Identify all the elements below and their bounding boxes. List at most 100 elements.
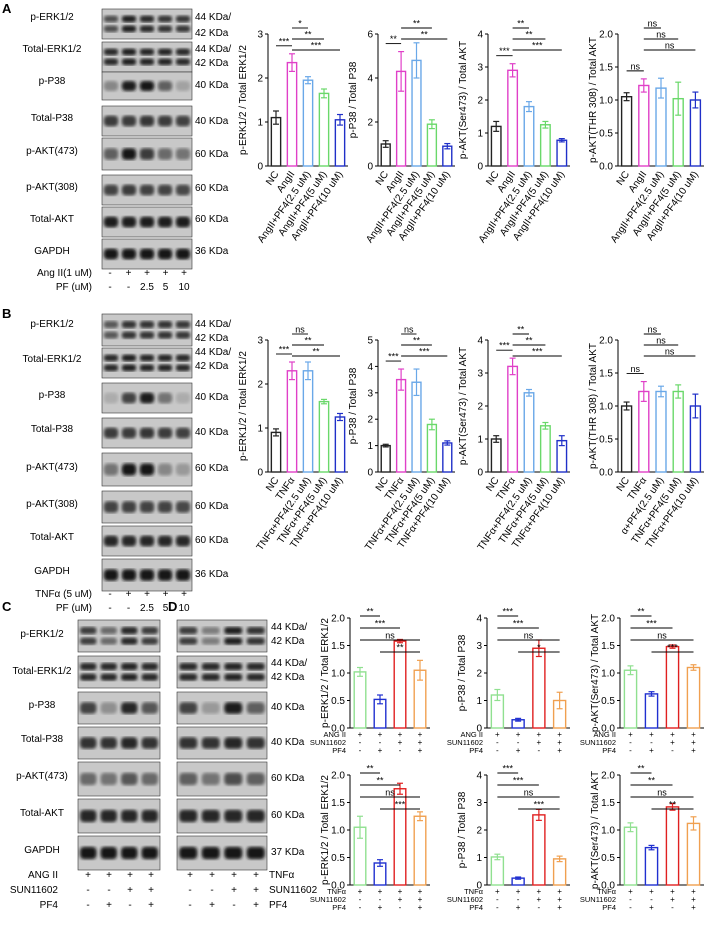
blot-label: GAPDH <box>34 566 70 577</box>
blot-frame <box>176 619 268 653</box>
y-tick-label: 0.5 <box>599 129 613 140</box>
significance-label: ** <box>413 19 421 29</box>
treatment-sign: - <box>188 900 191 911</box>
blot-band <box>80 637 97 645</box>
blot-label: Total-AKT <box>30 532 74 543</box>
significance-label: ns <box>665 41 675 51</box>
blot-band <box>157 148 173 160</box>
treatment-sign: + <box>358 887 363 896</box>
treatment-row-label: SUN11602 <box>447 738 483 747</box>
treatment-sign: + <box>418 895 423 904</box>
treatment-sign: + <box>127 870 133 881</box>
y-tick-label: 1 <box>477 435 483 446</box>
blot-band <box>246 737 265 749</box>
blot-band <box>179 702 198 714</box>
treatment-sign: 5 <box>163 282 169 293</box>
kda-label: 40 KDa <box>195 116 229 127</box>
blot-band <box>80 809 97 823</box>
significance-label: * <box>537 643 541 653</box>
significance-label: ** <box>637 607 645 617</box>
treatment-sign: + <box>418 903 423 912</box>
treatment-sign: + <box>495 887 500 896</box>
significance-label: ns <box>657 788 667 798</box>
blot-band <box>179 737 198 749</box>
treatment-signs: - + + + +- -2.5 5 10 <box>108 589 190 614</box>
blot-band <box>121 331 137 339</box>
blot-band <box>157 248 173 260</box>
blot-band <box>121 637 138 645</box>
y-tick-label: 0 <box>476 881 482 892</box>
blot-band <box>201 663 220 671</box>
bar <box>380 444 391 473</box>
significance-label: *** <box>532 347 543 357</box>
blot-band <box>121 321 137 329</box>
treatment-row-label: ANG II <box>323 730 346 739</box>
treatment-sign: - <box>496 738 499 747</box>
blot-band <box>139 15 155 23</box>
blot-band <box>246 637 265 645</box>
blot-strip <box>77 761 161 797</box>
significance-label: ns <box>665 347 675 357</box>
treatment-sign: + <box>398 730 403 739</box>
blot-label: Total-P38 <box>31 424 74 435</box>
treatment-row-label: TNFα <box>464 887 484 896</box>
blot-band <box>80 673 97 681</box>
blot-strip <box>176 761 268 797</box>
bar-chart-b4: 0.0 0.5 1.0 1.5 2.0p-AKT(THR 308) / Total AK… <box>588 325 704 550</box>
blot-band <box>139 48 155 56</box>
y-tick-label: 1.0 <box>601 826 615 837</box>
y-tick-label: 0.0 <box>331 881 345 892</box>
significance-label: ** <box>366 764 374 774</box>
blot-band <box>139 248 155 260</box>
treatment-sign: - <box>538 746 541 755</box>
blot-band <box>179 846 198 860</box>
significance-label: ** <box>525 30 533 40</box>
bar-chart-d4: 0.0 0.5 1.0 1.5 2.0p-ERK1/2 / Total ERK1/2 **… <box>310 764 430 912</box>
blot-band <box>175 15 191 23</box>
treatment-sign: - <box>496 746 499 755</box>
significance-label: ns <box>656 336 666 346</box>
blot-strip <box>101 347 193 379</box>
blot-band <box>139 463 155 476</box>
significance-label: *** <box>646 619 657 629</box>
blot-band <box>139 58 155 66</box>
kda-label: 44 KDa/ <box>195 44 231 55</box>
treatment-sign: + <box>516 903 521 912</box>
significance-label: *** <box>513 619 524 629</box>
treatment-row-label: PF4 <box>602 746 616 755</box>
y-tick-label: 2.0 <box>601 771 615 782</box>
y-tick-label: 4 <box>367 74 373 85</box>
blot-band <box>139 321 155 329</box>
significance-label: *** <box>395 800 406 810</box>
treatment-sign: + <box>557 895 562 904</box>
blot-frame <box>77 619 161 653</box>
treatment-sign: + <box>649 903 654 912</box>
y-tick-label: 4 <box>476 771 482 782</box>
treatment-row-label: PF4 <box>469 746 483 755</box>
blot-band <box>121 627 138 635</box>
blot-strip <box>101 558 193 592</box>
y-tick-label: 3 <box>476 641 482 652</box>
treatment-sign: + <box>691 746 696 755</box>
blot-band <box>139 535 155 547</box>
blot-strip <box>77 691 161 725</box>
treatment-sign: 10 <box>178 603 190 614</box>
y-axis-label: p-ERK1/2 / Total ERK1/2 <box>238 351 249 461</box>
y-tick-label: 1 <box>367 441 373 452</box>
blot-band <box>121 673 138 681</box>
significance-label: ** <box>376 776 384 786</box>
y-tick-label: 1.0 <box>601 669 615 680</box>
blot-panel-b: p-ERK1/2 Total-ERK1/2 p-P38 Total-P38 p-… <box>23 319 232 614</box>
treatment-sign: 2.5 <box>140 282 154 293</box>
significance-label: *** <box>311 41 322 51</box>
treatment-sign: - <box>629 738 632 747</box>
blot-band <box>103 569 119 581</box>
blot-strip <box>101 490 193 524</box>
blot-band <box>121 48 137 56</box>
blot-band <box>157 354 173 362</box>
significance-label: ** <box>421 30 429 40</box>
treatment-row-label: PF4 <box>602 903 616 912</box>
blot-frame <box>101 8 193 40</box>
bar <box>286 61 298 167</box>
